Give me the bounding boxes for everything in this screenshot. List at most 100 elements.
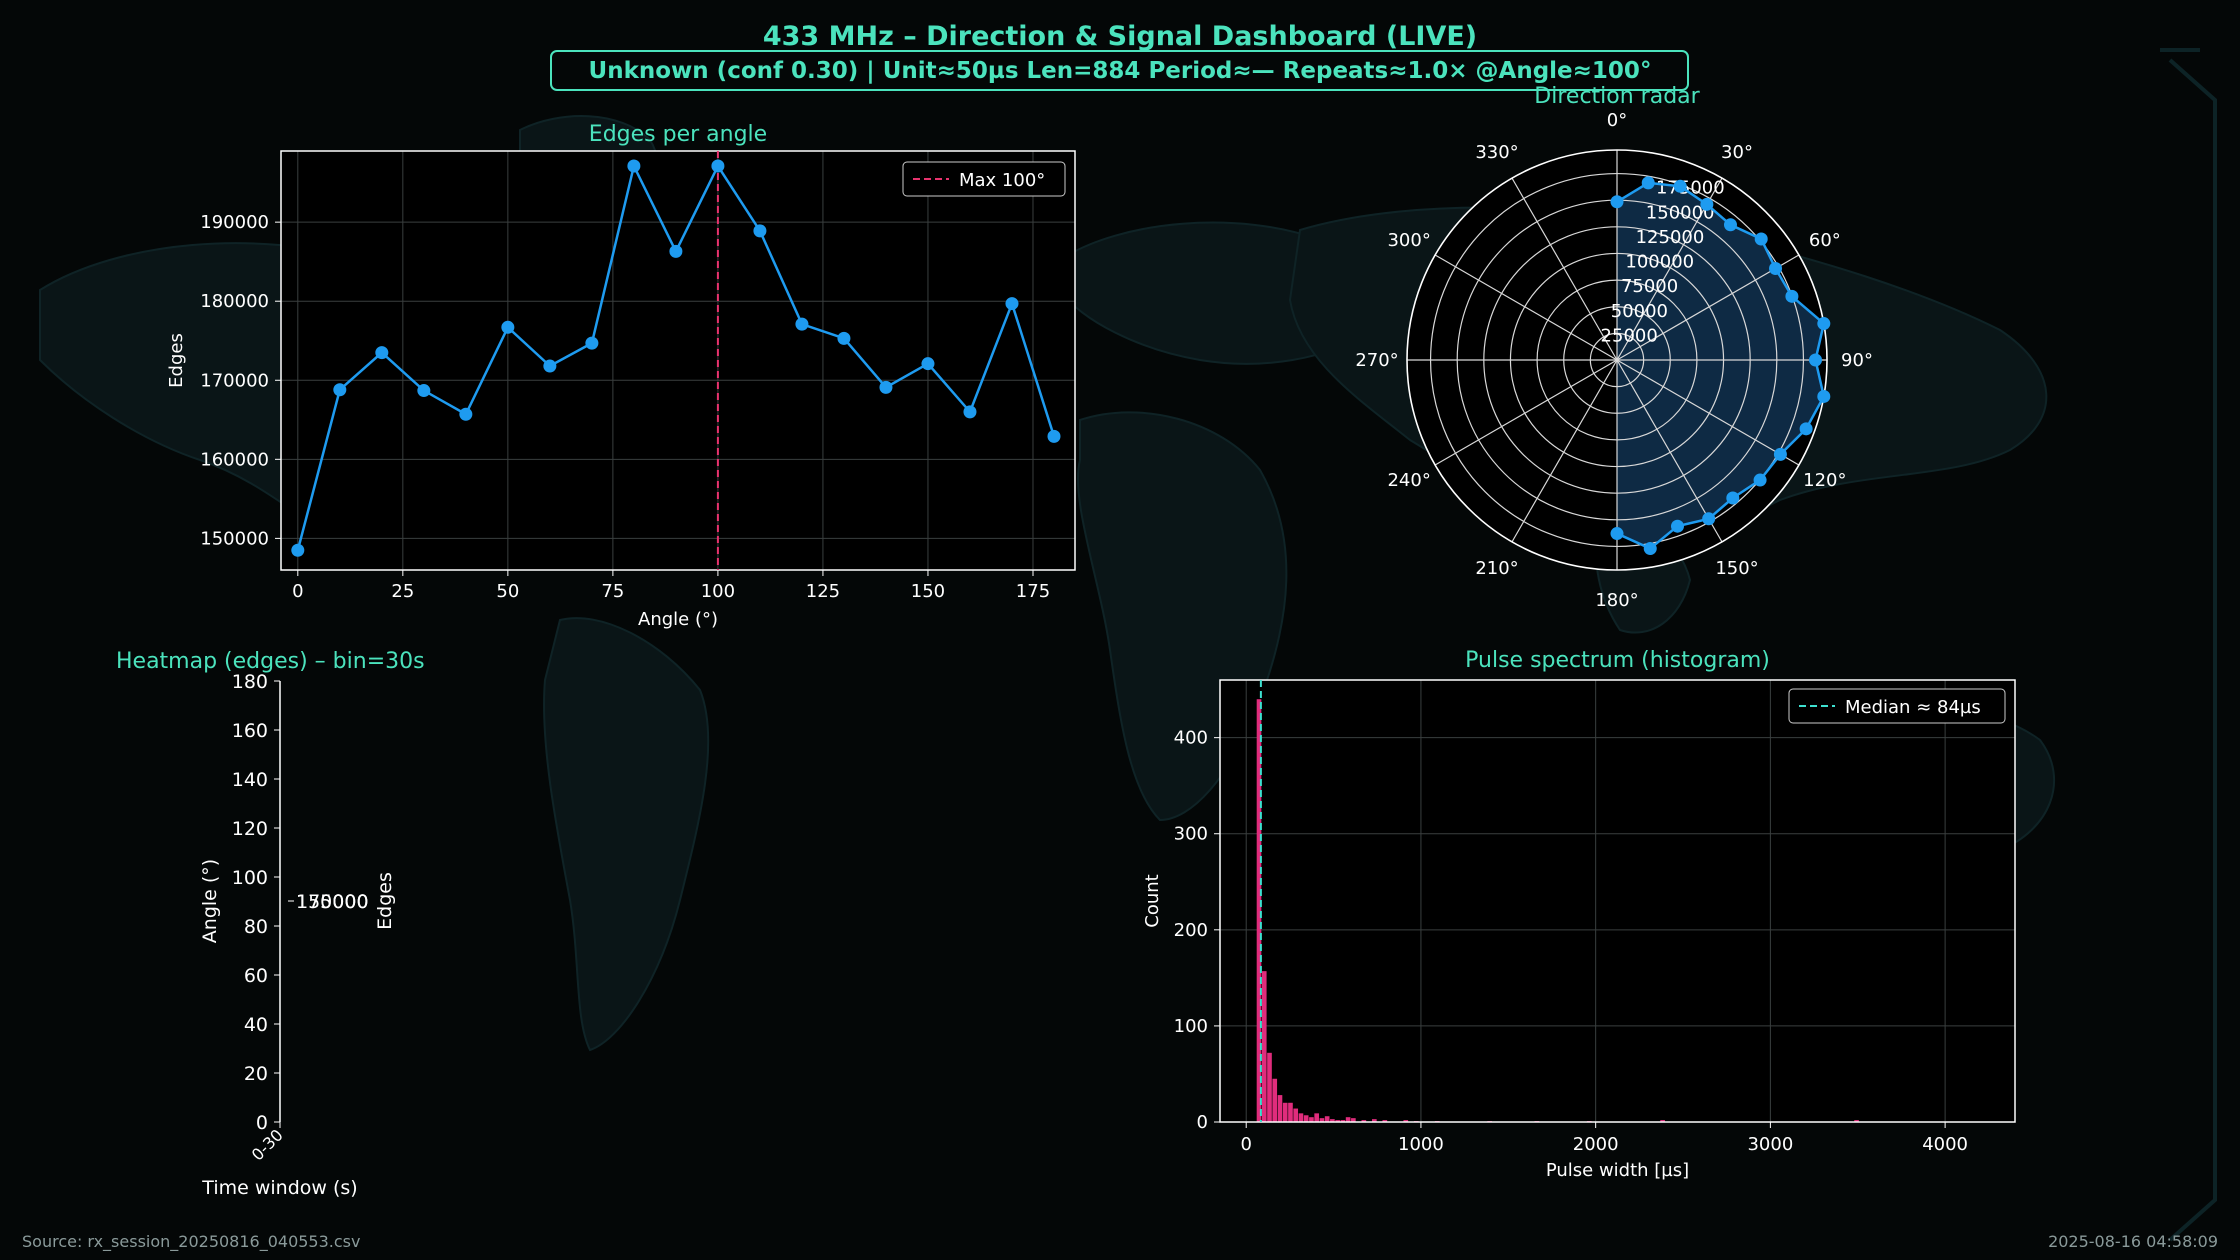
data-point — [627, 159, 641, 173]
y-tick-label: 150000 — [200, 528, 269, 549]
data-point — [585, 336, 599, 350]
data-point — [1047, 429, 1061, 443]
radial-tick-label: 175000 — [1656, 178, 1725, 199]
data-point — [1005, 297, 1019, 311]
x-tick-label: 1000 — [1398, 1134, 1444, 1155]
histogram-bar — [1372, 1119, 1377, 1122]
angle-tick-label: 150° — [1715, 558, 1758, 579]
edges-per-angle-chart: 0 25 50 75 100 125 150 175 150000 160000 170000 180… — [166, 122, 1076, 630]
radar-point — [1641, 176, 1655, 190]
histogram-bar — [1345, 1117, 1351, 1122]
angle-tick-label: 60° — [1809, 230, 1841, 251]
angle-tick-label: 120° — [1803, 470, 1846, 491]
histogram-bar — [1298, 1113, 1304, 1122]
data-point — [753, 224, 767, 238]
y-tick-label: 120 — [232, 818, 268, 840]
y-tick-label: 80 — [244, 916, 268, 938]
source-label: Source: rx_session_20250816_040553.csv — [22, 1232, 360, 1252]
angle-tick-label: 30° — [1721, 142, 1753, 163]
direction-radar-chart: 25000 50000 75000 100000 125000 150000 175000 0… — [1355, 84, 1873, 611]
x-tick-label: 75 — [601, 581, 624, 602]
data-point — [837, 331, 851, 345]
angle-tick-label: 0° — [1607, 110, 1627, 131]
timestamp-label: 2025-08-16 04:58:09 — [2048, 1232, 2218, 1251]
histogram-bar — [1303, 1115, 1309, 1122]
x-axis-label: Angle (°) — [638, 609, 718, 630]
radar-point — [1808, 353, 1822, 367]
data-point — [291, 543, 305, 557]
y-tick-label: 40 — [244, 1014, 268, 1036]
angle-tick-label: 270° — [1355, 350, 1398, 371]
polar-frame — [1406, 149, 1828, 571]
chart-title: Direction radar — [1534, 84, 1700, 109]
radar-point — [1769, 261, 1783, 275]
histogram-bar — [1293, 1108, 1299, 1122]
legend-box — [1788, 688, 2006, 724]
data-point — [921, 357, 935, 371]
colorbar-tick-label: 175000 — [296, 891, 369, 913]
data-point — [795, 317, 809, 331]
histogram-bar — [1288, 1102, 1293, 1122]
status-line: Unknown (conf 0.30) | Unit≈50µs Len=884 … — [589, 58, 1652, 84]
data-point — [543, 359, 557, 373]
angular-gridline — [1511, 359, 1618, 543]
histogram-bar — [1277, 1095, 1283, 1122]
radar-point — [1773, 447, 1787, 461]
y-axis-label: Angle (°) — [199, 859, 221, 943]
x-tick-label: 0-30 — [248, 1125, 287, 1164]
y-tick-label: 100 — [1174, 1016, 1208, 1037]
data-point — [669, 244, 683, 258]
histogram-bar — [1256, 699, 1262, 1122]
histogram-bar — [1309, 1117, 1314, 1122]
radar-point — [1817, 317, 1831, 331]
radar-point — [1670, 519, 1684, 533]
radial-tick-label: 50000 — [1611, 301, 1668, 322]
y-tick-label: 160000 — [200, 449, 269, 470]
histogram-bar — [1319, 1118, 1325, 1122]
histogram-bar — [1324, 1116, 1330, 1122]
x-tick-label: 125 — [806, 581, 840, 602]
histogram-bar — [1361, 1120, 1367, 1122]
x-tick-label: 3000 — [1747, 1134, 1793, 1155]
data-point — [417, 384, 431, 398]
radar-point — [1723, 218, 1737, 232]
x-tick-label: 100 — [701, 581, 735, 602]
radial-tick-label: 100000 — [1625, 252, 1694, 273]
x-axis-label: Pulse width [µs] — [1546, 1160, 1689, 1181]
y-tick-label: 190000 — [200, 212, 269, 233]
y-axis-label: Count — [1142, 874, 1163, 927]
histogram-bar — [1282, 1102, 1288, 1122]
chart-title: Heatmap (edges) – bin=30s — [116, 649, 425, 674]
plot-frame — [1219, 679, 2016, 1123]
y-tick-label: 200 — [1174, 920, 1208, 941]
chart-title: Edges per angle — [589, 122, 767, 147]
histogram-bar — [1267, 1052, 1272, 1122]
data-point — [501, 320, 515, 334]
x-tick-label: 4000 — [1922, 1134, 1968, 1155]
angle-tick-label: 180° — [1595, 590, 1638, 611]
x-tick-label: 175 — [1016, 581, 1050, 602]
angle-tick-label: 330° — [1475, 142, 1518, 163]
x-tick-label: 150 — [911, 581, 945, 602]
angle-tick-label: 300° — [1387, 230, 1430, 251]
status-box — [550, 50, 1689, 91]
radial-tick-label: 150000 — [1646, 202, 1715, 223]
y-tick-label: 180 — [232, 671, 268, 693]
angle-tick-label: 90° — [1841, 350, 1873, 371]
radial-tick-label: 25000 — [1601, 325, 1658, 346]
pulse-histogram-chart: 0 1000 2000 3000 4000 0 100 200 300 400 Pulse spec… — [1142, 648, 2016, 1181]
page-title: 433 MHz – Direction & Signal Dashboard (… — [763, 21, 1477, 52]
hud-frame — [2160, 48, 2217, 1242]
radar-point — [1610, 527, 1624, 541]
y-tick-label: 0 — [1197, 1112, 1208, 1133]
histogram-bar — [1854, 1120, 1859, 1122]
colorbar-tick-label: 150000 — [296, 891, 369, 913]
y-axis-label: Edges — [166, 333, 187, 388]
x-tick-label: 50 — [496, 581, 519, 602]
plot-frame — [280, 150, 1076, 571]
radar-point — [1753, 473, 1767, 487]
radar-point — [1673, 179, 1687, 193]
radar-point — [1799, 422, 1813, 436]
data-point — [711, 159, 725, 173]
